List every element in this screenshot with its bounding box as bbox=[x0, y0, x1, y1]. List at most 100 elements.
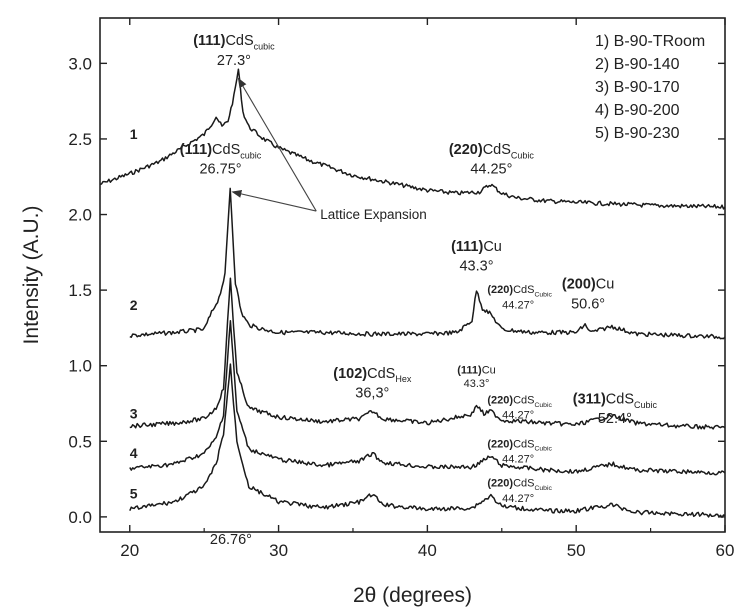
annotation-text: 44.27° bbox=[502, 299, 534, 311]
x-tick-label: 40 bbox=[418, 541, 437, 560]
annotation-text: CdS bbox=[225, 33, 253, 49]
peak-annotation: (311)CdSCubic bbox=[573, 392, 658, 410]
peak-annotation: (200)Cu bbox=[562, 277, 614, 293]
peak-annotation: 50.6° bbox=[571, 296, 605, 312]
peak-annotation: 26.76° bbox=[210, 532, 252, 548]
peak-annotation: 43.3° bbox=[459, 258, 493, 274]
legend-entry-4: 4) B-90-200 bbox=[595, 102, 680, 119]
annotation-plane: (200) bbox=[562, 277, 596, 293]
peak-annotation: (111)CdScubic bbox=[180, 142, 262, 160]
y-axis-title: Intensity (A.U.) bbox=[20, 206, 43, 345]
peak-annotation: (102)CdSHex bbox=[333, 366, 412, 384]
peak-annotation: (220)CdSCubic bbox=[487, 284, 552, 298]
series-label-1: 1 bbox=[130, 126, 138, 142]
annotation-text: CdS bbox=[483, 142, 511, 158]
x-tick-label: 60 bbox=[716, 541, 735, 560]
annotation-text: Cu bbox=[596, 277, 615, 293]
peak-annotation: 43.3° bbox=[464, 378, 490, 390]
series-label-2: 2 bbox=[130, 297, 138, 313]
annotation-text: 44.27° bbox=[502, 410, 534, 422]
annotation-plane: (111) bbox=[193, 33, 225, 49]
y-tick-label: 2.5 bbox=[68, 130, 92, 149]
annotation-text: CdS bbox=[513, 478, 534, 490]
annotation-plane: (111) bbox=[451, 239, 483, 255]
y-tick-label: 0.5 bbox=[68, 432, 92, 451]
annotation-subscript: Cubic bbox=[534, 402, 552, 409]
series-label-3: 3 bbox=[130, 406, 138, 422]
peak-annotation: 44.27° bbox=[502, 493, 534, 505]
annotation-text: CdS bbox=[367, 366, 395, 382]
annotation-text: 43.3° bbox=[459, 258, 493, 274]
annotation-subscript: Cubic bbox=[534, 485, 552, 492]
annotation-text: CdS bbox=[513, 284, 534, 296]
x-axis-title: 2θ (degrees) bbox=[353, 584, 472, 607]
series-line-3 bbox=[129, 277, 726, 430]
annotation-text: Cu bbox=[482, 364, 496, 376]
annotation-text: 44.27° bbox=[502, 453, 534, 465]
y-tick-label: 3.0 bbox=[68, 54, 92, 73]
peak-annotation: (111)CdScubic bbox=[193, 33, 275, 51]
series-label-5: 5 bbox=[130, 486, 138, 502]
annotation-plane: (111) bbox=[457, 364, 482, 376]
y-tick-label: 1.5 bbox=[68, 281, 92, 300]
legend-entry-1: 1) B-90-TRoom bbox=[595, 33, 705, 50]
peak-annotation: (220)CdSCubic bbox=[487, 438, 552, 452]
annotation-text: CdS bbox=[513, 438, 534, 450]
lattice-arrow-1 bbox=[237, 77, 317, 212]
x-tick-label: 30 bbox=[269, 541, 288, 560]
legend-entry-2: 2) B-90-140 bbox=[595, 56, 680, 73]
annotation-subscript: cubic bbox=[254, 42, 275, 52]
annotation-plane: (111) bbox=[180, 142, 212, 158]
peak-annotation: 44.27° bbox=[502, 453, 534, 465]
peak-annotation: 36,3° bbox=[355, 385, 389, 401]
series-line-1 bbox=[99, 68, 726, 210]
y-tick-label: 2.0 bbox=[68, 206, 92, 225]
x-tick-label: 50 bbox=[567, 541, 586, 560]
legend-entry-5: 5) B-90-230 bbox=[595, 125, 680, 142]
annotation-subscript: Cubic bbox=[511, 150, 534, 160]
annotation-subscript: Cubic bbox=[634, 400, 657, 410]
annotation-plane: (220) bbox=[449, 142, 483, 158]
series-label-4: 4 bbox=[130, 445, 138, 461]
annotation-subscript: Cubic bbox=[534, 446, 552, 453]
y-tick-label: 0.0 bbox=[68, 508, 92, 527]
annotation-text: 44.25° bbox=[470, 162, 512, 178]
series-line-5 bbox=[129, 363, 726, 519]
peak-annotation: (220)CdSCubic bbox=[487, 478, 552, 492]
peak-annotation: 44.25° bbox=[470, 162, 512, 178]
peak-annotation: (220)CdSCubic bbox=[487, 395, 552, 409]
annotation-text: 50.6° bbox=[571, 296, 605, 312]
series-line-4 bbox=[129, 320, 726, 476]
annotation-text: 43.3° bbox=[464, 378, 490, 390]
peak-annotation: 52.4° bbox=[598, 411, 632, 427]
annotation-text: CdS bbox=[212, 142, 240, 158]
lattice-expansion-label: Lattice Expansion bbox=[320, 207, 427, 222]
peak-annotation: (111)Cu bbox=[457, 364, 496, 376]
annotation-text: Cu bbox=[483, 239, 502, 255]
x-tick-label: 20 bbox=[120, 541, 139, 560]
annotation-text: 26.76° bbox=[210, 532, 252, 548]
peak-annotation: 44.27° bbox=[502, 299, 534, 311]
annotation-plane: (220) bbox=[487, 438, 513, 450]
peak-annotation: (111)Cu bbox=[451, 239, 502, 255]
annotation-subscript: cubic bbox=[240, 150, 261, 160]
annotation-plane: (220) bbox=[487, 284, 513, 296]
annotation-plane: (311) bbox=[573, 392, 606, 408]
peak-annotation: (220)CdSCubic bbox=[449, 142, 535, 160]
y-tick-label: 1.0 bbox=[68, 357, 92, 376]
annotation-plane: (102) bbox=[333, 366, 367, 382]
annotation-text: 44.27° bbox=[502, 493, 534, 505]
series-line-2 bbox=[129, 187, 726, 340]
annotation-text: 36,3° bbox=[355, 385, 389, 401]
peak-annotation: 27.3° bbox=[217, 53, 251, 69]
annotation-plane: (220) bbox=[487, 395, 513, 407]
annotation-text: CdS bbox=[513, 395, 534, 407]
plot-frame bbox=[99, 17, 726, 533]
peak-annotation: 26.75° bbox=[199, 162, 241, 178]
annotation-text: 27.3° bbox=[217, 53, 251, 69]
annotation-subscript: Hex bbox=[395, 374, 411, 384]
lattice-arrow-2 bbox=[231, 189, 317, 212]
annotation-text: CdS bbox=[606, 392, 634, 408]
